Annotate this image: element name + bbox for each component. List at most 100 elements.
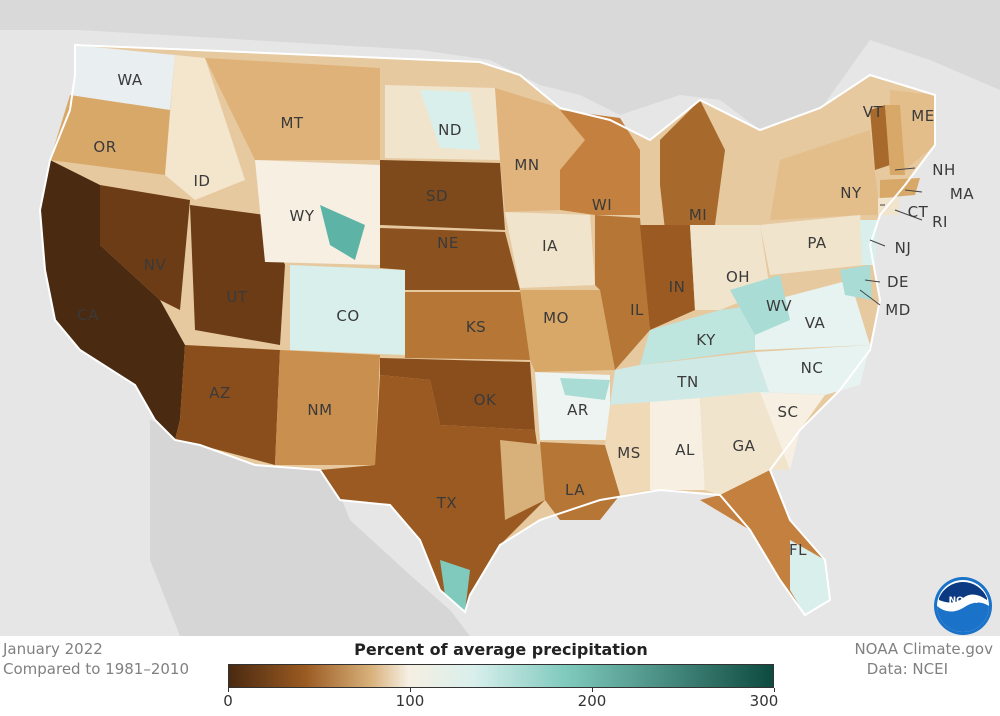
credit-text: NOAA Climate.gov (854, 640, 993, 658)
canada-land (0, 0, 1000, 130)
state-label-wi: WI (591, 196, 613, 214)
state-label-wa: WA (117, 71, 143, 89)
state-label-mi: MI (688, 206, 708, 224)
region-wa (70, 45, 175, 110)
state-label-nh: NH (932, 161, 956, 179)
region-co (290, 265, 405, 355)
conus-border (38, 43, 936, 617)
region-tx-east (500, 440, 545, 520)
region-ks (405, 292, 530, 360)
legend-colorbar (228, 664, 774, 688)
state-label-de: DE (886, 273, 910, 291)
region-tx (320, 375, 545, 612)
state-label-pa: PA (807, 234, 827, 252)
region-wy (255, 160, 380, 265)
region-ny (770, 130, 880, 220)
state-label-ma: MA (949, 185, 975, 203)
state-label-id: ID (193, 172, 211, 190)
state-label-nd: ND (438, 121, 462, 139)
state-label-ar: AR (567, 401, 589, 419)
legend-tick-label: 200 (577, 692, 607, 710)
leader-lines (859, 167, 923, 306)
region-ok (380, 358, 535, 430)
region-tx-south (440, 560, 470, 612)
legend-tick (592, 688, 593, 692)
state-label-az: AZ (209, 384, 231, 402)
state-label-mo: MO (543, 309, 569, 327)
region-sc (760, 392, 825, 470)
region-nj (860, 220, 878, 265)
region-nh (885, 105, 905, 175)
state-label-ri: RI (932, 213, 948, 231)
state-label-vt: VT (862, 103, 884, 121)
state-label-ok: OK (473, 391, 497, 409)
state-label-ia: IA (542, 237, 558, 255)
region-ne (380, 228, 520, 290)
region-ar-wet (560, 378, 610, 400)
region-nc (755, 345, 870, 395)
state-label-ny: NY (840, 184, 862, 202)
data-source-text: Data: NCEI (866, 660, 948, 678)
region-wv (730, 275, 790, 335)
legend-tick (774, 688, 775, 692)
legend-tick-label: 0 (223, 692, 233, 710)
baseline-text: Compared to 1981–2010 (3, 660, 190, 678)
legend-title: Percent of average precipitation (354, 640, 648, 659)
region-vt (870, 105, 890, 170)
state-label-oh: OH (725, 268, 751, 286)
region-ky (640, 305, 760, 365)
region-ia (505, 212, 595, 288)
state-label-or: OR (93, 138, 117, 156)
state-label-ct: CT (907, 203, 929, 221)
legend-tick-label: 100 (395, 692, 425, 710)
state-label-md: MD (885, 301, 911, 319)
state-label-tn: TN (677, 373, 699, 391)
region-id (165, 55, 245, 200)
state-label-sc: SC (777, 403, 799, 421)
region-mi (660, 100, 725, 230)
region-al (650, 398, 705, 490)
region-wi (560, 110, 640, 215)
region-or (50, 95, 170, 175)
region-nd-wet (420, 90, 480, 150)
region-ut (190, 205, 285, 345)
region-il (595, 215, 650, 370)
state-label-ky: KY (696, 331, 716, 349)
region-ms (605, 402, 650, 495)
legend-tick (228, 688, 229, 692)
region-in (640, 225, 695, 330)
legend-tick (410, 688, 411, 692)
region-mt (205, 58, 380, 160)
state-label-sd: SD (425, 187, 449, 205)
region-az (175, 345, 280, 465)
state-label-wy: WY (289, 207, 315, 225)
region-sd (380, 160, 505, 230)
state-label-va: VA (804, 314, 826, 332)
region-mn (495, 88, 585, 212)
state-label-al: AL (675, 441, 695, 459)
region-tn (610, 352, 770, 405)
noaa-logo: NOAA (934, 577, 992, 635)
state-label-ca: CA (77, 306, 99, 324)
region-nm (275, 350, 380, 465)
state-label-nv: NV (143, 256, 167, 274)
region-nv (100, 185, 190, 310)
region-wy-wet (320, 205, 365, 260)
state-label-ms: MS (617, 444, 641, 462)
region-ma (880, 178, 920, 198)
state-label-fl: FL (789, 541, 807, 559)
state-label-co: CO (336, 307, 360, 325)
state-label-nm: NM (307, 401, 333, 419)
state-label-mn: MN (514, 156, 540, 174)
state-label-nj: NJ (894, 239, 912, 257)
region-ga (700, 392, 790, 495)
region-mo (520, 290, 615, 372)
state-label-me: ME (911, 107, 935, 125)
state-label-ne: NE (437, 234, 459, 252)
state-label-wv: WV (765, 297, 793, 315)
state-label-ga: GA (732, 437, 756, 455)
region-fl-south (790, 540, 830, 615)
state-label-mt: MT (280, 114, 304, 132)
